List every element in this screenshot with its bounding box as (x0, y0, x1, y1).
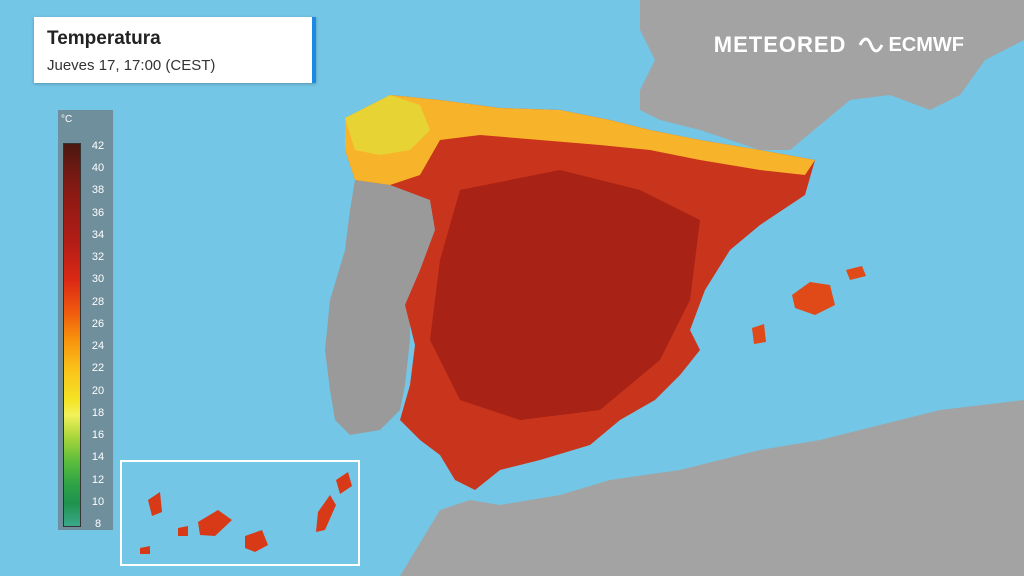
temperature-legend: °C 42 40 38 36 34 32 30 28 26 24 22 20 18 16 14 12 10 8 (58, 110, 113, 530)
legend-tick: 28 (91, 295, 105, 308)
canary-island (178, 526, 188, 536)
legend-tick: 32 (91, 251, 105, 264)
canary-island (140, 546, 150, 554)
interior-hot (430, 170, 700, 420)
menorca (846, 266, 866, 280)
canary-island (316, 495, 336, 532)
legend-tick: 36 (91, 206, 105, 219)
canary-island (336, 472, 352, 494)
legend-tick: 18 (91, 406, 105, 419)
legend-tick: 24 (91, 340, 105, 353)
legend-tick: 26 (91, 317, 105, 330)
legend-tick: 14 (91, 451, 105, 464)
legend-tick: 30 (91, 273, 105, 286)
canary-islands-inset (120, 460, 360, 566)
ecmwf-wave-icon (859, 37, 884, 53)
legend-tick: 34 (91, 228, 105, 241)
north-coast-cooler (345, 95, 815, 185)
legend-tick: 38 (91, 184, 105, 197)
portugal-land (325, 180, 440, 435)
meteored-logo: METEORED (713, 32, 847, 57)
title-box: Temperatura Jueves 17, 17:00 (CEST) (34, 17, 316, 83)
legend-tick: 10 (91, 495, 105, 508)
canary-island (198, 510, 232, 536)
galicia-cool (345, 95, 430, 155)
africa-land (400, 400, 1024, 576)
ibiza (752, 324, 766, 344)
legend-tick: 8 (94, 518, 102, 530)
ecmwf-logo: ECMWF (858, 34, 964, 57)
france-land (640, 0, 1024, 150)
legend-color-bar (63, 143, 81, 527)
mallorca (792, 282, 835, 315)
legend-tick: 42 (91, 140, 105, 152)
legend-tick: 16 (91, 429, 105, 442)
legend-tick: 20 (91, 384, 105, 397)
legend-tick: 12 (91, 473, 105, 486)
map-title: Temperatura (47, 28, 161, 49)
ecmwf-label: ECMWF (888, 33, 964, 56)
legend-unit: °C (61, 114, 73, 125)
logos: METEORED ECMWF (714, 32, 964, 58)
canary-island (245, 530, 268, 552)
legend-tick: 22 (91, 362, 105, 375)
legend-tick: 40 (91, 162, 105, 175)
canary-island (148, 492, 162, 516)
map-subtitle: Jueves 17, 17:00 (CEST) (47, 57, 216, 74)
